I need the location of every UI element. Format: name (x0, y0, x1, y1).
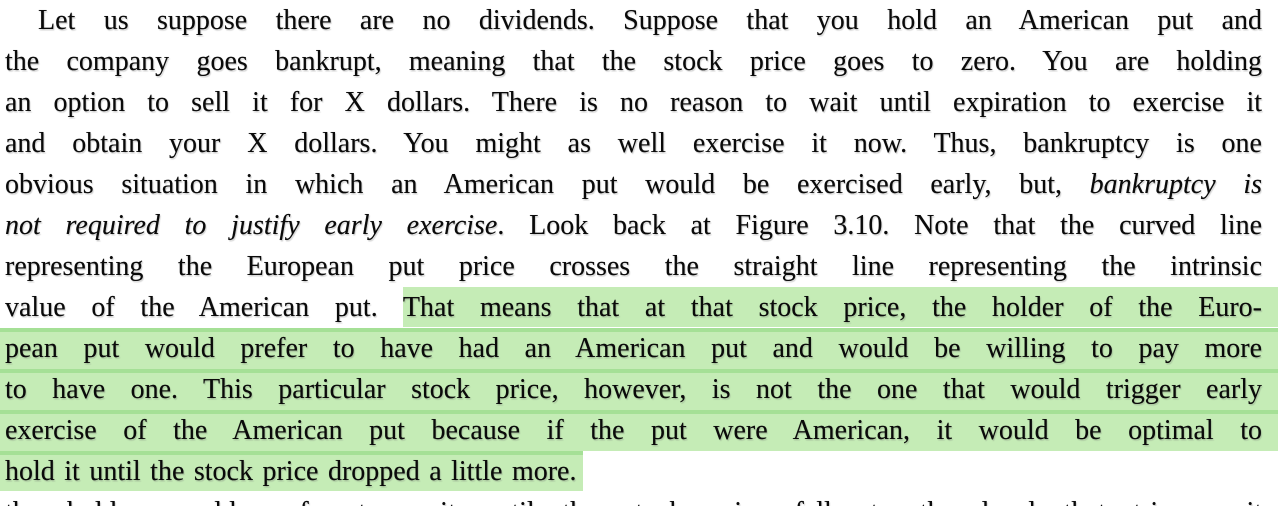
text-segment: the company goes bankrupt, meaning that … (5, 46, 1262, 77)
text-line-3: an option to sell it for X dollars. Ther… (0, 82, 1278, 123)
text-segment: the holder would prefer to wait until th… (5, 497, 1262, 506)
italic-text-segment: bankruptcy is (1089, 169, 1262, 200)
text-line-6: not required to justify early exercise. … (0, 205, 1278, 246)
text-segment: Let us suppose there are no dividends. S… (38, 5, 1262, 36)
text-line-1: Let us suppose there are no dividends. S… (0, 0, 1278, 41)
text-segment: to have one. This particular stock price… (5, 374, 1262, 405)
text-line-13-clipped: the holder would prefer to wait until th… (0, 492, 1278, 506)
text-segment: pean put would prefer to have had an Ame… (5, 333, 1262, 364)
text-segment: exercise of the American put because if … (5, 415, 1262, 446)
text-line-10: to have one. This particular stock price… (0, 369, 1278, 410)
text-segment: and obtain your X dollars. You might as … (5, 128, 1262, 159)
text-segment: an option to sell it for X dollars. Ther… (5, 87, 1262, 118)
text-segment: representing the European put price cros… (5, 251, 1262, 282)
text-line-11: exercise of the American put because if … (0, 410, 1278, 451)
text-segment: value of the American put. (5, 292, 403, 323)
highlighted-text-segment: hold it until the stock price dropped a … (0, 451, 584, 491)
text-segment: . Look back at Figure 3.10. Note that th… (497, 210, 1262, 241)
text-line-5: obvious situation in which an American p… (0, 164, 1278, 205)
text-line-7: representing the European put price cros… (0, 246, 1278, 287)
text-line-9: pean put would prefer to have had an Ame… (0, 328, 1278, 369)
text-segment: obvious situation in which an American p… (5, 169, 1090, 200)
text-line-12: hold it until the stock price dropped a … (0, 451, 1278, 492)
highlighted-text-segment: That means that at that stock price, the… (402, 287, 1278, 327)
text-line-2: the company goes bankrupt, meaning that … (0, 41, 1278, 82)
text-line-4: and obtain your X dollars. You might as … (0, 123, 1278, 164)
italic-text-segment: not required to justify early exercise (5, 210, 498, 241)
text-line-8: value of the American put. That means th… (0, 287, 1278, 328)
